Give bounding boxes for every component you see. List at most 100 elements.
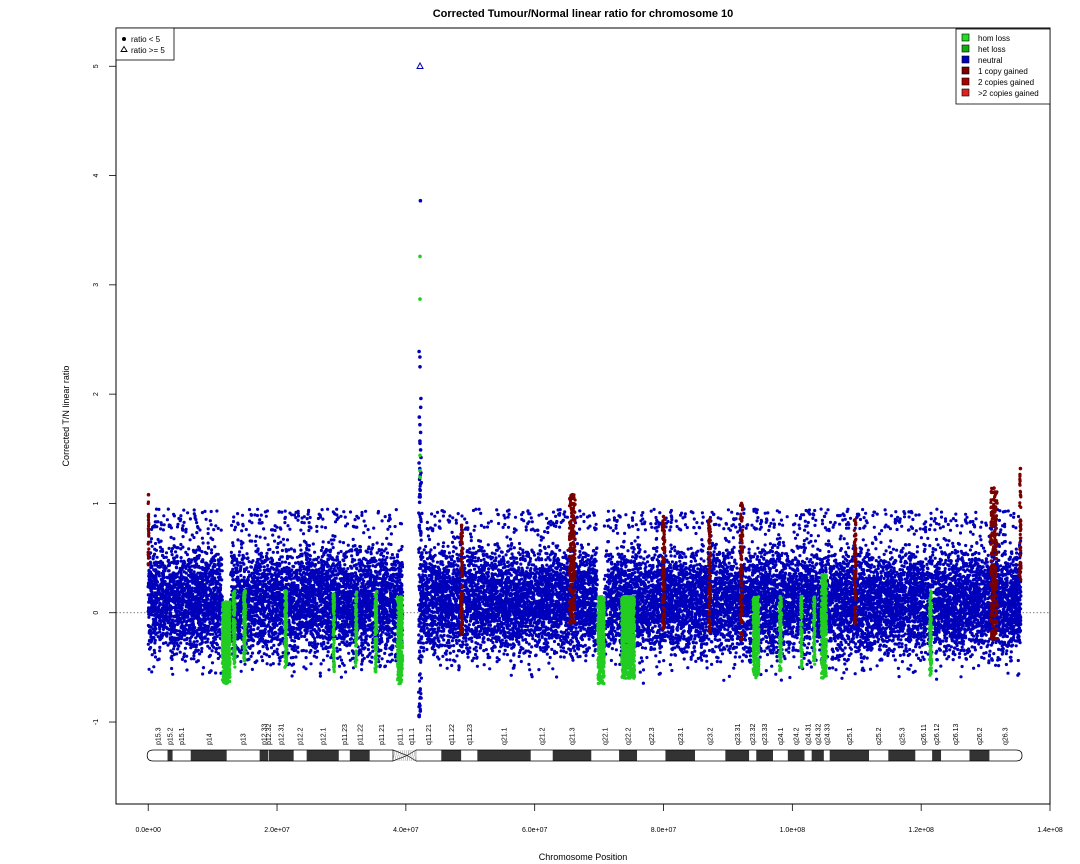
neutral-point xyxy=(196,640,199,643)
neutral-point xyxy=(166,518,169,521)
neutral-point xyxy=(185,572,188,575)
neutral-point xyxy=(171,618,174,621)
neutral-point xyxy=(195,521,198,524)
neutral-point xyxy=(212,577,215,580)
neutral-point xyxy=(159,546,162,549)
neutral-point xyxy=(183,652,186,655)
neutral-point xyxy=(190,609,193,612)
neutral-point xyxy=(176,561,179,564)
neutral-point xyxy=(190,657,193,660)
neutral-point xyxy=(210,627,213,630)
neutral-point xyxy=(151,545,154,548)
neutral-point xyxy=(217,620,220,623)
neutral-point xyxy=(156,556,159,559)
neutral-point xyxy=(203,637,206,640)
neutral-point xyxy=(208,583,211,586)
neutral-point xyxy=(212,605,215,608)
neutral-point xyxy=(176,644,179,647)
plot-frame xyxy=(116,28,1050,804)
neutral-point xyxy=(209,599,212,602)
neutral-point xyxy=(215,582,218,585)
neutral-point xyxy=(214,671,217,674)
neutral-point xyxy=(189,640,192,643)
neutral-point xyxy=(211,633,214,636)
neutral-point xyxy=(186,637,189,640)
neutral-point xyxy=(153,628,156,631)
neutral-point xyxy=(189,618,192,621)
neutral-point xyxy=(180,606,183,609)
neutral-point xyxy=(170,536,173,539)
neutral-point xyxy=(184,609,187,612)
neutral-point xyxy=(220,578,223,581)
neutral-point xyxy=(173,561,176,564)
neutral-point xyxy=(218,646,221,649)
neutral-point xyxy=(180,556,183,559)
neutral-point xyxy=(152,665,155,668)
neutral-point xyxy=(168,569,171,572)
neutral-point xyxy=(215,602,218,605)
neutral-point xyxy=(189,580,192,583)
neutral-point xyxy=(218,604,221,607)
neutral-point xyxy=(194,518,197,521)
neutral-point xyxy=(217,553,220,556)
neutral-point xyxy=(181,524,184,527)
neutral-point xyxy=(177,618,180,621)
neutral-point xyxy=(172,597,175,600)
neutral-point xyxy=(183,625,186,628)
neutral-point xyxy=(156,658,159,661)
neutral-point xyxy=(205,518,208,521)
neutral-point xyxy=(207,602,210,605)
neutral-point xyxy=(185,528,188,531)
neutral-point xyxy=(171,553,174,556)
neutral-point xyxy=(180,635,183,638)
neutral-point xyxy=(205,569,208,572)
neutral-point xyxy=(189,646,192,649)
neutral-point xyxy=(185,668,188,671)
neutral-point xyxy=(194,514,197,517)
neutral-point xyxy=(200,566,203,569)
neutral-point xyxy=(156,591,159,594)
neutral-point xyxy=(212,565,215,568)
neutral-point xyxy=(201,511,204,514)
neutral-point xyxy=(187,559,190,562)
neutral-point xyxy=(218,613,221,616)
neutral-point xyxy=(176,525,179,528)
neutral-point xyxy=(192,654,195,657)
neutral-point xyxy=(158,646,161,649)
neutral-point xyxy=(193,651,196,654)
neutral-point xyxy=(155,508,158,511)
neutral-point xyxy=(206,638,209,641)
neutral-point xyxy=(157,572,160,575)
neutral-point xyxy=(201,672,204,675)
neutral-point xyxy=(169,633,172,636)
neutral-point xyxy=(203,620,206,623)
neutral-point xyxy=(185,612,188,615)
neutral-point xyxy=(205,552,208,555)
neutral-point xyxy=(160,620,163,623)
neutral-point xyxy=(192,623,195,626)
neutral-point xyxy=(210,510,213,513)
neutral-point xyxy=(209,560,212,563)
neutral-point xyxy=(219,562,222,565)
neutral-point xyxy=(182,598,185,601)
neutral-point xyxy=(207,532,210,535)
neutral-point xyxy=(199,591,202,594)
neutral-point xyxy=(192,549,195,552)
neutral-point xyxy=(184,660,187,663)
neutral-point xyxy=(178,593,181,596)
neutral-point xyxy=(179,641,182,644)
neutral-point xyxy=(200,647,203,650)
neutral-point xyxy=(211,649,214,652)
neutral-point xyxy=(194,587,197,590)
neutral-point xyxy=(165,551,168,554)
neutral-point xyxy=(167,508,170,511)
neutral-point xyxy=(175,614,178,617)
neutral-point xyxy=(191,620,194,623)
neutral-point xyxy=(193,564,196,567)
neutral-point xyxy=(215,509,218,512)
neutral-point xyxy=(207,547,210,550)
neutral-point xyxy=(158,588,161,591)
neutral-point xyxy=(179,543,182,546)
neutral-point xyxy=(169,612,172,615)
